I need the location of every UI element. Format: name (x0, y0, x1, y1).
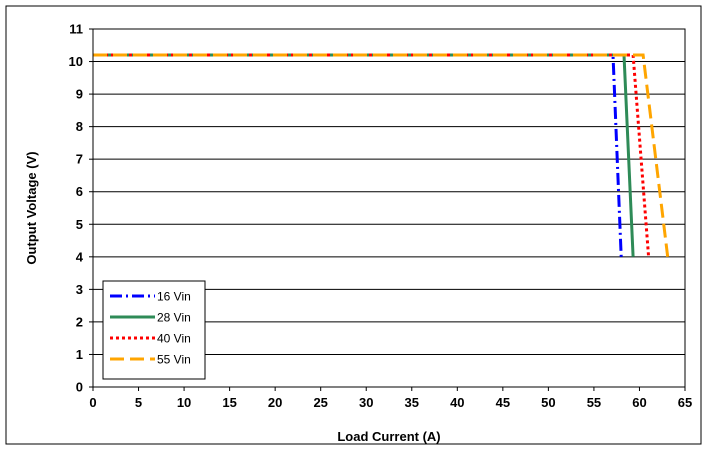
y-tick-label-3: 3 (76, 282, 83, 297)
grid-layer (93, 61, 685, 355)
y-tick-label-10: 10 (69, 54, 83, 69)
x-tick-label-35: 35 (405, 395, 419, 410)
legend-label-16-vin: 16 Vin (157, 290, 191, 304)
y-axis-title: Output Voltage (V) (24, 151, 39, 264)
x-tick-label-0: 0 (89, 395, 96, 410)
x-tick-label-5: 5 (135, 395, 142, 410)
y-tick-label-5: 5 (76, 217, 83, 232)
x-tick-label-20: 20 (268, 395, 282, 410)
legend-label-40-vin: 40 Vin (157, 332, 191, 346)
x-axis-title: Load Current (A) (337, 429, 440, 444)
y-tick-label-4: 4 (76, 249, 84, 264)
plot-area-frame (92, 28, 686, 388)
x-tick-label-30: 30 (359, 395, 373, 410)
x-tick-label-40: 40 (450, 395, 464, 410)
y-tick-label-11: 11 (69, 22, 83, 37)
x-tick-label-15: 15 (222, 395, 236, 410)
x-tick-label-50: 50 (541, 395, 555, 410)
legend-label-28-vin: 28 Vin (157, 311, 191, 325)
x-tick-label-10: 10 (177, 395, 191, 410)
y-tick-label-6: 6 (76, 184, 83, 199)
series-line-16-vin (93, 53, 623, 257)
x-tick-label-55: 55 (587, 395, 601, 410)
x-tick-label-65: 65 (678, 395, 692, 410)
y-tick-label-9: 9 (76, 87, 83, 102)
y-tick-label-0: 0 (76, 380, 83, 395)
y-tick-label-7: 7 (76, 152, 83, 167)
y-tick-label-1: 1 (76, 347, 83, 362)
x-tick-label-25: 25 (313, 395, 327, 410)
series-layer (93, 53, 670, 257)
legend-label-55-vin: 55 Vin (157, 353, 191, 367)
legend: 16 Vin 28 Vin 40 Vin 55 Vin (102, 280, 206, 380)
chart-outer-border (5, 5, 702, 445)
x-tick-label-60: 60 (632, 395, 646, 410)
y-tick-label-2: 2 (76, 314, 83, 329)
y-tick-label-8: 8 (76, 119, 83, 134)
series-line-55-vin (93, 53, 670, 257)
x-tick-label-45: 45 (496, 395, 510, 410)
